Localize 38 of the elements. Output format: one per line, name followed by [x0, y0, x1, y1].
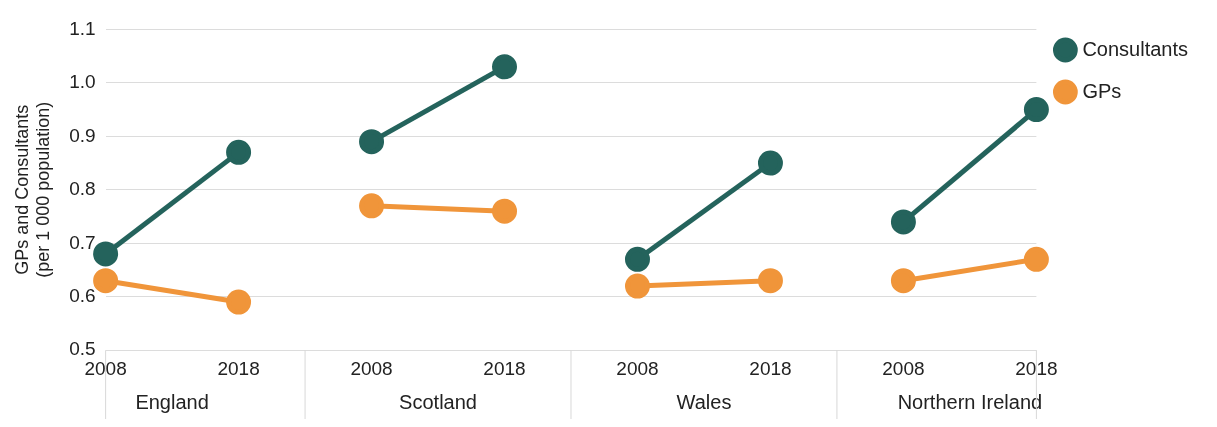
point [890, 209, 916, 235]
point [226, 289, 252, 315]
y-tick-label: 0.9 [69, 124, 96, 146]
y-tick-label: 0.8 [69, 178, 96, 200]
y-tick-label: 1.1 [69, 17, 96, 39]
point [1023, 97, 1049, 123]
point [492, 198, 518, 224]
point [757, 150, 783, 176]
point [359, 129, 385, 155]
y-tick-label: 0.7 [69, 231, 96, 253]
text: Northern Ireland [897, 390, 1043, 413]
x-tick-label: 2008 [84, 357, 127, 379]
point [624, 246, 650, 272]
x-tick-label: 2018 [483, 357, 526, 379]
y-tick-label: 0.5 [69, 338, 96, 360]
text: England [135, 390, 209, 413]
y-tick-label: 1.0 [69, 71, 96, 93]
point [226, 139, 252, 165]
x-tick-label: 2018 [1015, 357, 1058, 379]
x-tick-label: 2008 [350, 357, 393, 379]
point [624, 273, 650, 299]
point [93, 268, 119, 294]
x-tick-label: 2018 [749, 357, 792, 379]
point [1023, 246, 1049, 272]
text: Scotland [399, 390, 477, 413]
point [93, 241, 119, 267]
point [757, 268, 783, 294]
point [890, 268, 916, 294]
x-tick-label: 2008 [616, 357, 659, 379]
y-tick-label: 0.6 [69, 284, 96, 306]
text: Wales [676, 390, 732, 413]
point [359, 193, 385, 219]
legend-label: Consultants [1082, 37, 1189, 60]
legend-label: GPs [1082, 79, 1122, 102]
x-tick-label: 2018 [217, 357, 260, 379]
point [492, 54, 518, 80]
y-axis-title: GPs and Consultants (per 1 000 population) [11, 101, 54, 278]
x-tick-label: 2008 [882, 357, 925, 379]
